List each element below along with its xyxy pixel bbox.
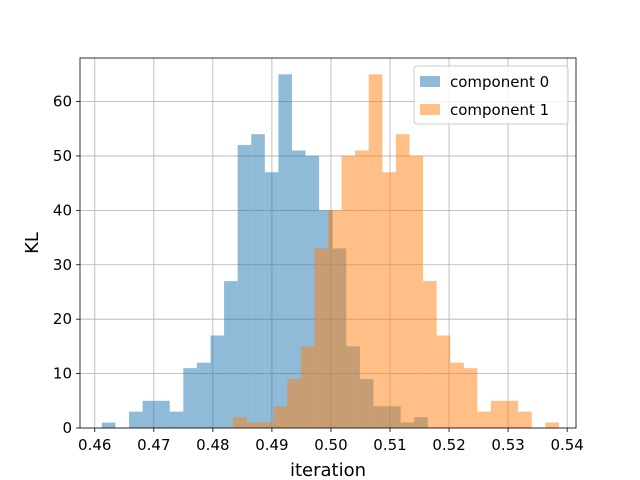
x-tick-label: 0.47	[137, 436, 170, 454]
histogram-bar	[210, 335, 225, 428]
x-tick-label: 0.50	[314, 436, 347, 454]
histogram-bar	[300, 346, 315, 428]
histogram-bar	[287, 379, 301, 428]
histogram-bar	[260, 422, 274, 428]
y-axis-ticks: 0 10 20 30 40 50 60	[53, 93, 80, 437]
histogram-bar	[101, 422, 116, 428]
y-tick-label: 20	[53, 310, 72, 328]
y-tick-label: 0	[62, 419, 72, 437]
histogram-bar	[490, 400, 505, 428]
histogram-bar	[314, 248, 328, 428]
histogram-bar	[183, 368, 197, 428]
legend: component 0 component 1	[413, 65, 569, 125]
histogram-bar	[246, 422, 261, 428]
histogram-bar	[409, 155, 424, 429]
histogram-bar	[328, 210, 342, 428]
x-axis-label: iteration	[290, 460, 366, 480]
y-axis-label: KL	[22, 232, 43, 254]
x-tick-label: 0.51	[373, 436, 406, 454]
histogram-bar	[450, 362, 464, 428]
legend-swatch	[420, 104, 440, 115]
x-tick-label: 0.53	[491, 436, 524, 454]
histogram-bar	[224, 281, 238, 428]
histogram-bar	[341, 155, 356, 429]
histogram-bar	[463, 368, 478, 428]
y-tick-label: 10	[53, 365, 72, 383]
histogram-bar	[142, 400, 157, 428]
y-tick-label: 40	[53, 201, 72, 219]
histogram-bar	[423, 281, 437, 428]
histogram-bar	[232, 417, 247, 428]
histogram-bar	[273, 406, 288, 428]
legend-box	[413, 65, 569, 125]
histogram-bar	[545, 422, 559, 428]
histogram-bar	[504, 400, 519, 428]
histogram-bar	[264, 172, 279, 428]
x-tick-label: 0.49	[255, 436, 288, 454]
histogram-bar	[196, 362, 211, 428]
histogram-bar	[477, 411, 491, 428]
histogram-bar	[518, 411, 532, 428]
histogram-bar	[368, 74, 383, 428]
x-tick-label: 0.48	[196, 436, 229, 454]
bars	[101, 74, 559, 429]
y-tick-label: 60	[53, 93, 72, 111]
x-tick-label: 0.52	[432, 436, 465, 454]
legend-swatch	[420, 76, 440, 87]
histogram-bar	[237, 145, 252, 428]
histogram-bar	[251, 134, 265, 429]
y-tick-label: 50	[53, 147, 72, 165]
histogram-bar	[278, 74, 292, 428]
x-axis-ticks: 0.46 0.47 0.48 0.49 0.50 0.51 0.52 0.53 0.54	[78, 428, 584, 454]
legend-entry-label: component 1	[450, 101, 549, 119]
plot-frame	[79, 57, 577, 429]
legend-entry-label: component 0	[450, 73, 549, 91]
x-tick-label: 0.46	[78, 436, 111, 454]
histogram-bar	[382, 172, 396, 428]
series-1-bars	[232, 74, 559, 429]
y-tick-label: 30	[53, 256, 72, 274]
histogram-bar	[436, 335, 451, 428]
histogram-bar	[156, 400, 170, 428]
histogram-bar	[129, 411, 143, 428]
histogram-bar	[395, 134, 410, 429]
histogram-bar	[169, 411, 184, 428]
x-tick-label: 0.54	[550, 436, 583, 454]
histogram-bar	[355, 150, 369, 428]
